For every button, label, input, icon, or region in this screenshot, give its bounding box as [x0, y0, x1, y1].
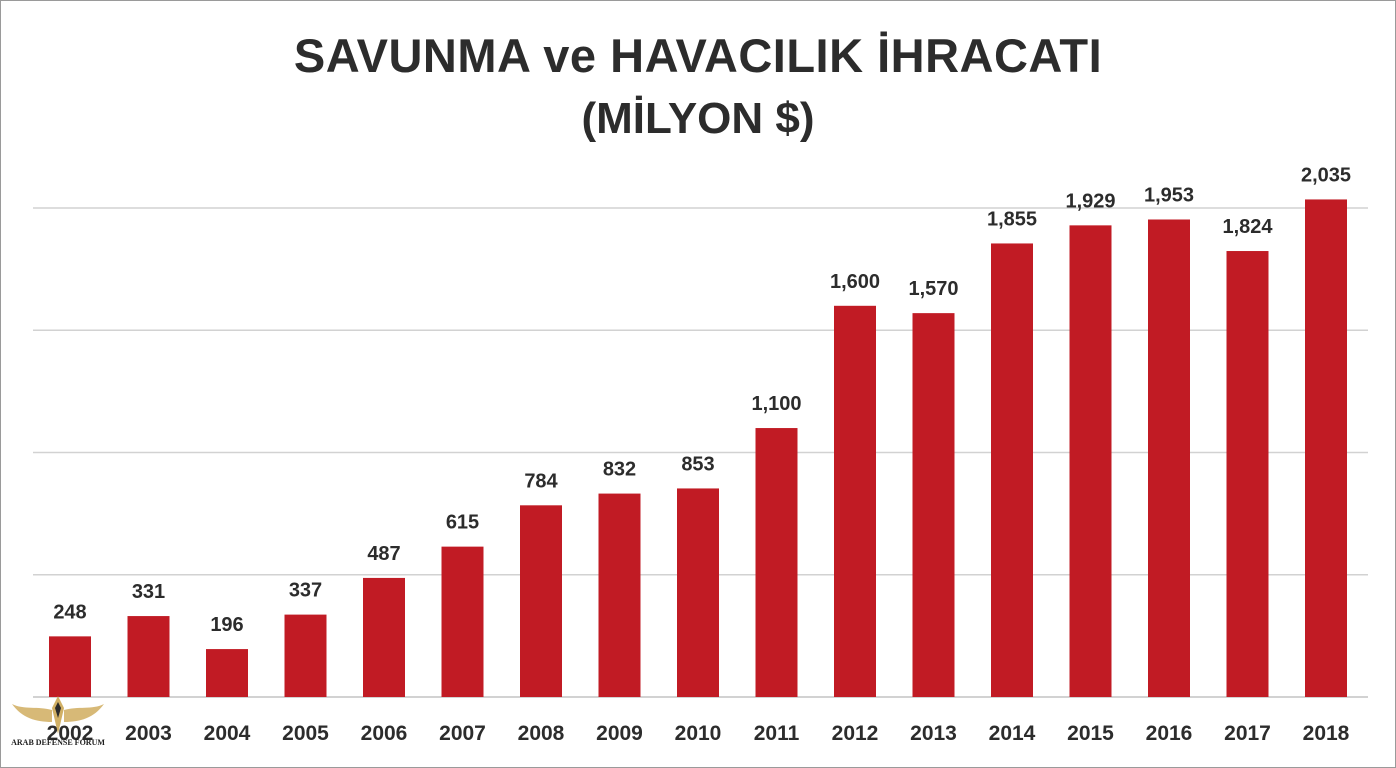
bar-2014: [991, 243, 1033, 697]
value-labels: 248 331 196 337 487 615 784 832 853 1,100 1,600 1,5…: [53, 164, 1351, 636]
bar-2016: [1148, 219, 1190, 697]
bar-2006: [363, 577, 405, 697]
value-label-2011: 1,100: [751, 393, 801, 415]
bar-2004: [206, 649, 248, 697]
value-label-2009: 832: [603, 459, 636, 481]
bar-2005: [284, 614, 327, 697]
x-tick-2010: 2010: [675, 722, 722, 745]
bar-2013: [912, 313, 955, 697]
value-label-2004: 196: [210, 614, 243, 636]
x-tick-labels: 2002 2003 2004 2005 2006 2007 2008 2009 2010 2011…: [47, 722, 1350, 745]
x-tick-2012: 2012: [832, 722, 879, 745]
x-tick-2004: 2004: [204, 722, 251, 745]
bar-2012: [834, 305, 876, 697]
bar-2002: [49, 636, 91, 697]
value-label-2005: 337: [289, 580, 322, 602]
value-label-2012: 1,600: [830, 271, 880, 293]
x-tick-2013: 2013: [910, 722, 957, 745]
bar-2008: [520, 505, 562, 697]
x-tick-2006: 2006: [361, 722, 408, 745]
x-tick-2003: 2003: [125, 722, 172, 745]
x-tick-2018: 2018: [1303, 722, 1350, 745]
x-tick-2011: 2011: [754, 722, 800, 745]
bar-2018: [1305, 199, 1347, 697]
value-label-2008: 784: [524, 470, 558, 492]
x-tick-2005: 2005: [282, 722, 329, 745]
bar-2017: [1226, 251, 1269, 698]
bar-2010: [677, 488, 719, 697]
chart-title: SAVUNMA ve HAVACILIK İHRACATI: [293, 29, 1103, 82]
bars: [49, 199, 1347, 698]
x-tick-2017: 2017: [1224, 722, 1271, 745]
value-label-2014: 1,855: [987, 208, 1037, 230]
x-tick-2016: 2016: [1146, 722, 1193, 745]
value-label-2010: 853: [681, 453, 714, 475]
value-label-2013: 1,570: [908, 278, 958, 300]
bar-2009: [598, 493, 641, 697]
watermark-logo-icon: [12, 696, 104, 734]
value-label-2015: 1,929: [1065, 190, 1115, 212]
bar-2003: [127, 616, 170, 697]
x-tick-2014: 2014: [989, 722, 1036, 745]
bar-2007: [441, 546, 484, 697]
value-label-2018: 2,035: [1301, 164, 1351, 186]
x-tick-2007: 2007: [439, 722, 486, 745]
value-label-2003: 331: [132, 581, 165, 603]
value-label-2016: 1,953: [1144, 184, 1194, 206]
x-tick-2015: 2015: [1067, 722, 1114, 745]
x-tick-2008: 2008: [518, 722, 565, 745]
x-tick-2009: 2009: [596, 722, 643, 745]
watermark-text: ARAB DEFENSE FORUM: [11, 738, 105, 747]
value-label-2006: 487: [367, 543, 400, 565]
chart-subtitle: (MİLYON $): [581, 94, 815, 143]
bar-2015: [1069, 225, 1112, 697]
value-label-2007: 615: [446, 512, 479, 534]
value-label-2017: 1,824: [1222, 216, 1273, 238]
bar-2011: [755, 428, 798, 697]
value-label-2002: 248: [53, 601, 86, 623]
